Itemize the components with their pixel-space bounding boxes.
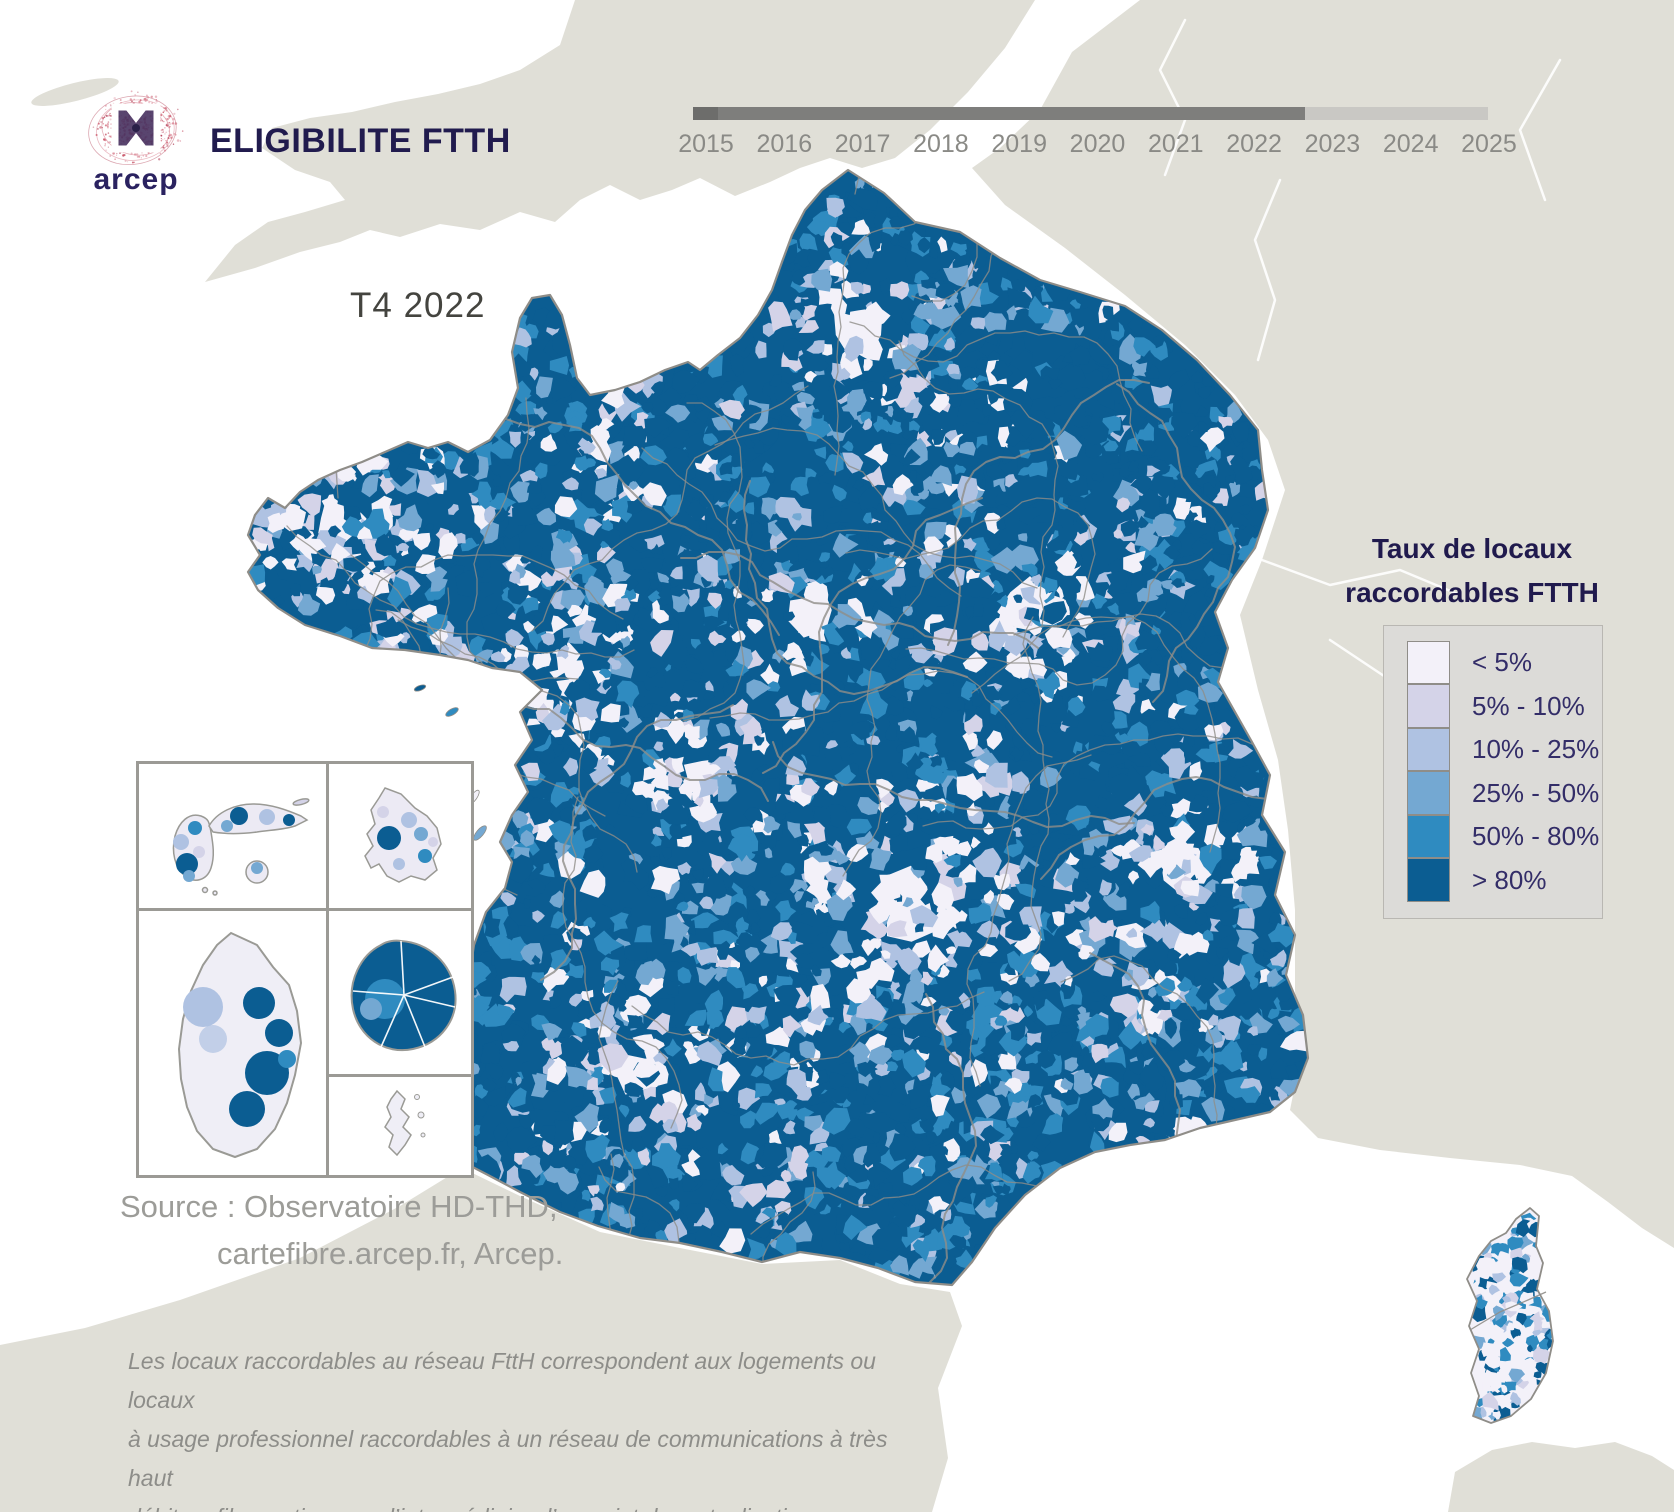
year-label: 2015 xyxy=(678,130,734,158)
year-label: 2024 xyxy=(1382,130,1439,158)
legend-row: < 5% xyxy=(1407,640,1602,685)
legend-title-line1: Taux de locaux xyxy=(1371,533,1573,564)
legend-swatch xyxy=(1407,727,1450,771)
legend-row: 10% - 25% xyxy=(1407,727,1602,772)
page-title: ELIGIBILITE FTTH xyxy=(210,122,511,160)
arcep-logo-icon xyxy=(88,90,184,165)
arcep-logo: arcep xyxy=(78,88,194,197)
inset-martinique[interactable] xyxy=(326,761,474,911)
year-label: 2016 xyxy=(756,130,813,158)
year-label: 2017 xyxy=(834,130,891,158)
inset-guyane[interactable] xyxy=(136,908,329,1178)
timeline-start-cap xyxy=(693,107,718,120)
footnote-line1: Les locaux raccordables au réseau FttH c… xyxy=(128,1348,876,1413)
year-label: 2020 xyxy=(1069,130,1126,158)
legend-label: 5% - 10% xyxy=(1472,690,1585,721)
inset-mayotte[interactable] xyxy=(326,1074,474,1178)
arcep-logo-text: arcep xyxy=(93,163,179,196)
legend-title-line2: raccordables FTTH xyxy=(1345,577,1599,608)
coast-wisp xyxy=(31,78,119,106)
year-label: 2019 xyxy=(991,130,1047,158)
legend-swatch xyxy=(1407,771,1450,815)
inset-guadeloupe-map xyxy=(172,798,310,896)
sardinia-landmass xyxy=(1448,1442,1674,1512)
source-line1: Source : Observatoire HD-THD, xyxy=(120,1189,558,1224)
source-note: Source : Observatoire HD-THD, cartefibre… xyxy=(120,1183,563,1277)
legend-title: Taux de locaux raccordables FTTH xyxy=(1342,527,1602,615)
inset-reunion-map xyxy=(350,939,457,1052)
year-label: 2018 xyxy=(913,130,969,158)
inset-guadeloupe[interactable] xyxy=(136,761,329,911)
inset-mayotte-map xyxy=(384,1089,426,1157)
inset-guyane-map xyxy=(177,931,303,1159)
spain-landmass xyxy=(0,1168,962,1512)
footnote: Les locaux raccordables au réseau FttH c… xyxy=(128,1342,888,1512)
timeline-years: 2015 2016 2017 2018 2019 2020 2021 2022 … xyxy=(677,130,1518,159)
year-label: 2022 xyxy=(1226,130,1282,158)
legend-label: < 5% xyxy=(1472,647,1532,678)
legend-swatch xyxy=(1407,684,1450,728)
timeline-progress xyxy=(693,107,1306,120)
source-line2: cartefibre.arcep.fr, Arcep. xyxy=(217,1236,564,1271)
legend-row: > 80% xyxy=(1407,858,1602,903)
timeline-track[interactable] xyxy=(693,107,1488,120)
year-label: 2023 xyxy=(1304,130,1361,158)
legend-label: 25% - 50% xyxy=(1472,777,1600,808)
england-landmass xyxy=(205,0,1035,282)
legend-swatch xyxy=(1407,640,1450,684)
legend-row: 5% - 10% xyxy=(1407,684,1602,729)
legend-swatch xyxy=(1407,814,1450,858)
continent-landmass xyxy=(972,0,1674,1248)
legend: < 5% 5% - 10% 10% - 25% 25% - 50% 50% - … xyxy=(1383,625,1603,919)
legend-row: 50% - 80% xyxy=(1407,814,1602,859)
period-label: T4 2022 xyxy=(350,286,486,325)
legend-label: > 80% xyxy=(1472,864,1547,895)
legend-label: 10% - 25% xyxy=(1472,734,1600,765)
inset-reunion[interactable] xyxy=(326,908,474,1077)
year-label: 2025 xyxy=(1461,130,1517,158)
legend-label: 50% - 80% xyxy=(1472,821,1600,852)
year-label: 2021 xyxy=(1147,130,1204,158)
inset-martinique-map xyxy=(364,787,442,883)
corsica-choropleth[interactable] xyxy=(1463,1207,1557,1425)
footnote-line3: débit en fibre optique par l’intermédiai… xyxy=(128,1498,888,1512)
footnote-line2: à usage professionnel raccordables à un … xyxy=(128,1426,888,1491)
legend-swatch xyxy=(1407,858,1450,902)
legend-row: 25% - 50% xyxy=(1407,771,1602,816)
